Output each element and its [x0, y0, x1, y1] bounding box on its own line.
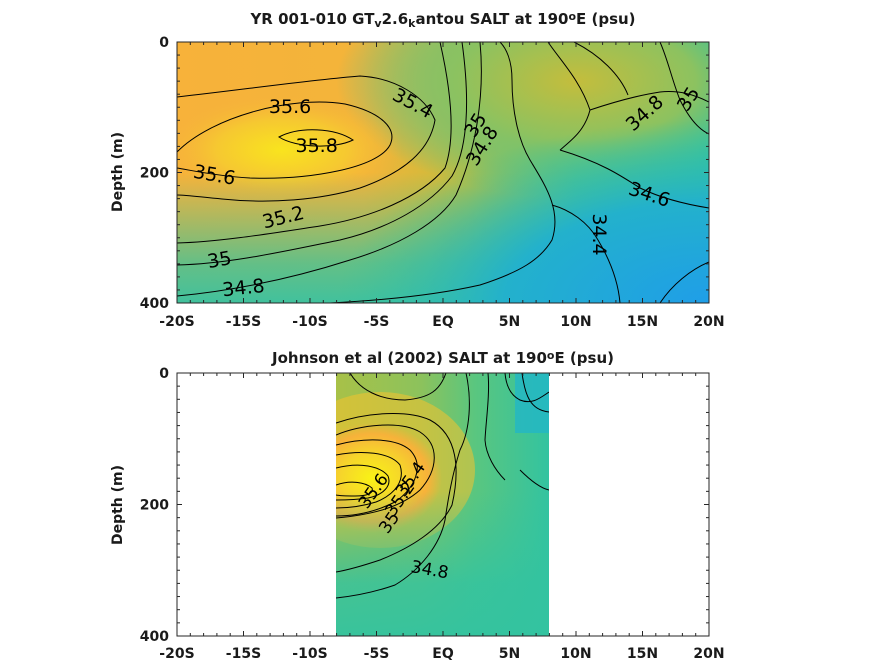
y-axis: 0 200 400	[140, 35, 709, 312]
title-part: 2.6	[382, 10, 409, 28]
x-tick-label: EQ	[432, 646, 454, 662]
top-panel: YR 001-010 GTv2.6kantou SALT at 190oE (p…	[110, 10, 725, 330]
salinity-colormap	[336, 373, 549, 636]
y-tick-label: 400	[140, 629, 169, 645]
contour-label: 34.4	[588, 213, 610, 255]
title-part: o	[547, 349, 555, 362]
x-tick-label: 15N	[627, 646, 658, 662]
x-tick-label: 5N	[499, 314, 520, 330]
bottom-panel: Johnson et al (2002) SALT at 190oE (psu)…	[110, 349, 725, 662]
y-axis: 0 200 400	[140, 366, 709, 645]
title-part: E (psu)	[576, 10, 636, 28]
x-tick-label: -15S	[226, 314, 261, 330]
title-part: v	[374, 17, 382, 30]
title-part: E (psu)	[554, 349, 614, 367]
x-tick-label: -5S	[364, 314, 390, 330]
contour-label: 35.8	[295, 135, 337, 157]
chart-title: YR 001-010 GTv2.6kantou SALT at 190oE (p…	[249, 10, 635, 31]
x-tick-label: -10S	[292, 314, 327, 330]
y-tick-label: 400	[140, 296, 169, 312]
y-tick-label: 200	[140, 166, 169, 182]
x-tick-label: 5N	[499, 646, 520, 662]
x-tick-label: -20S	[159, 646, 194, 662]
y-tick-label: 200	[140, 498, 169, 514]
y-tick-label: 0	[159, 366, 169, 382]
x-axis: -20S -15S -10S -5S EQ 5N 10N 15N 20N	[159, 373, 725, 662]
title-part: antou SALT at 190	[416, 10, 569, 28]
x-tick-label: EQ	[432, 314, 454, 330]
x-tick-label: 10N	[560, 314, 591, 330]
x-axis: -20S -15S -10S -5S EQ 5N 10N 15N 20N	[159, 42, 725, 330]
contour-lines	[177, 42, 709, 303]
x-tick-label: 20N	[693, 646, 724, 662]
contour-label: 34.8	[221, 275, 265, 301]
y-axis-label: Depth (m)	[110, 465, 126, 545]
contour-label: 35	[206, 247, 234, 273]
x-tick-label: -10S	[292, 646, 327, 662]
x-tick-label: -15S	[226, 646, 261, 662]
x-tick-label: 20N	[693, 314, 724, 330]
title-part: Johnson et al (2002) SALT at 190	[271, 349, 547, 367]
contour-label: 35.6	[269, 96, 311, 118]
contour-lines	[336, 373, 549, 599]
y-tick-label: 0	[159, 35, 169, 51]
title-part: k	[408, 17, 416, 30]
title-part: YR 001-010 GT	[249, 10, 375, 28]
x-tick-label: -20S	[159, 314, 194, 330]
title-part: o	[568, 10, 576, 23]
y-axis-label: Depth (m)	[110, 132, 126, 212]
x-tick-label: 10N	[560, 646, 591, 662]
x-tick-label: 15N	[627, 314, 658, 330]
salinity-colormap	[177, 42, 709, 303]
chart-title: Johnson et al (2002) SALT at 190oE (psu)	[271, 349, 614, 367]
x-tick-label: -5S	[364, 646, 390, 662]
